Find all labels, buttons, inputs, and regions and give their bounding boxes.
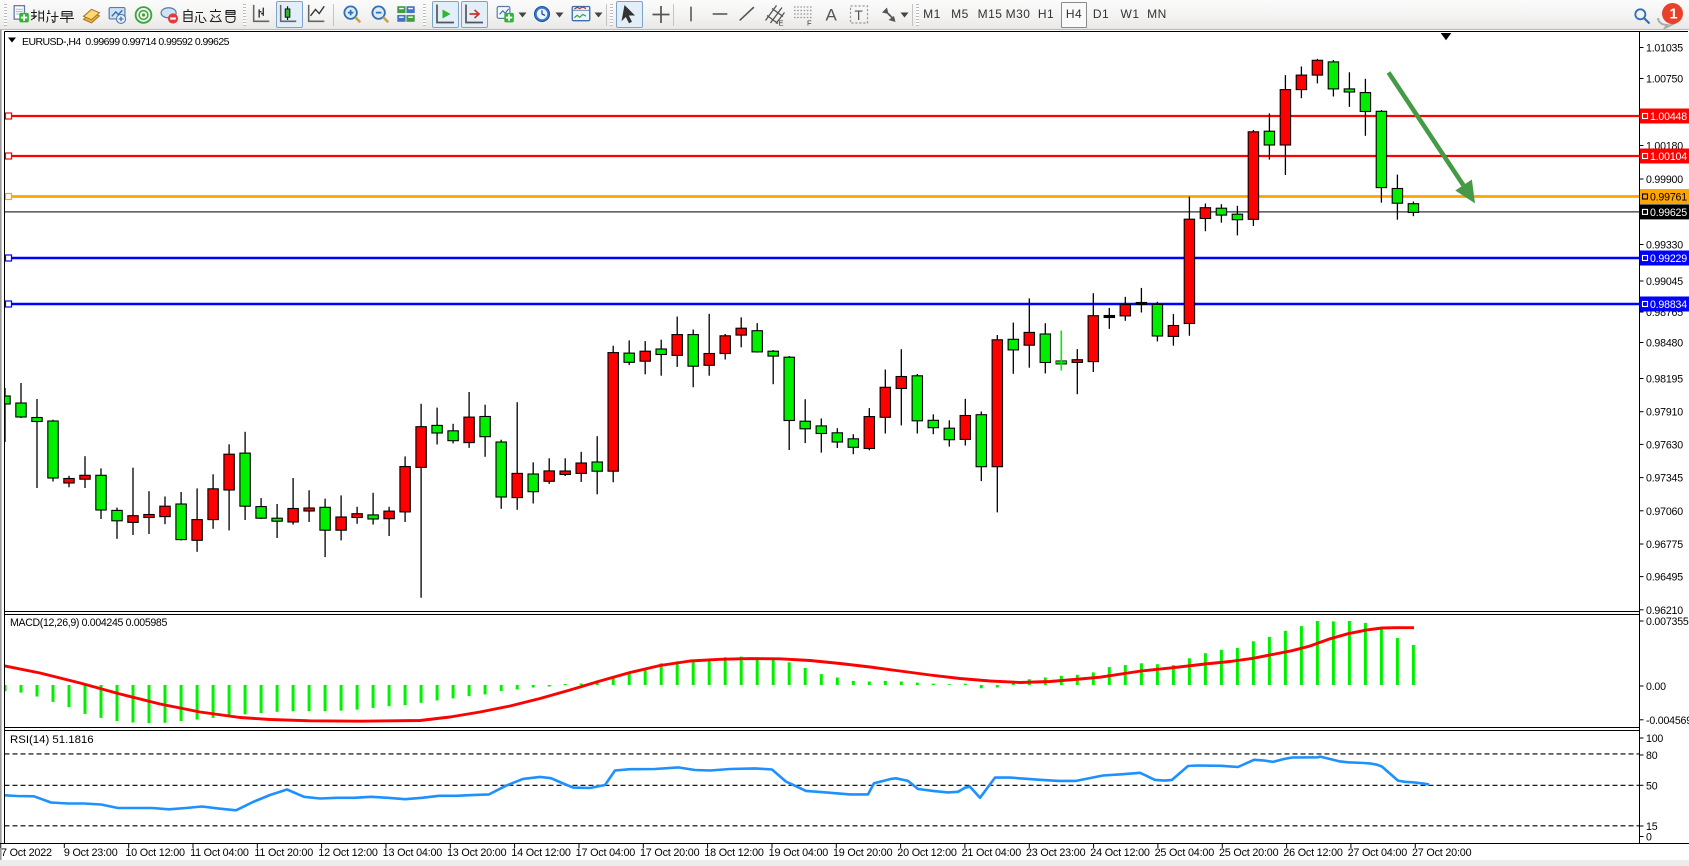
svg-text:1.00448: 1.00448 xyxy=(1650,111,1687,123)
svg-text:18 Oct 12:00: 18 Oct 12:00 xyxy=(704,847,764,859)
svg-text:F: F xyxy=(807,19,812,28)
svg-text:9 Oct 23:00: 9 Oct 23:00 xyxy=(64,847,118,859)
svg-text:7 Oct 2022: 7 Oct 2022 xyxy=(1,847,52,859)
svg-text:0.98195: 0.98195 xyxy=(1646,374,1683,386)
svg-text:15: 15 xyxy=(1646,821,1658,833)
svg-text:13 Oct 04:00: 13 Oct 04:00 xyxy=(383,847,443,859)
svg-text:24 Oct 12:00: 24 Oct 12:00 xyxy=(1090,847,1150,859)
svg-text:RSI(14) 51.1816: RSI(14) 51.1816 xyxy=(10,734,94,746)
svg-text:0.99900: 0.99900 xyxy=(1646,174,1683,186)
svg-text:MACD(12,26,9) 0.004245 0.00598: MACD(12,26,9) 0.004245 0.005985 xyxy=(10,617,167,629)
svg-text:-0.004569: -0.004569 xyxy=(1646,715,1689,727)
svg-text:0.96210: 0.96210 xyxy=(1646,605,1683,617)
svg-text:0.99045: 0.99045 xyxy=(1646,276,1683,288)
svg-text:50: 50 xyxy=(1646,780,1658,792)
svg-text:0.99761: 0.99761 xyxy=(1650,192,1687,204)
svg-text:100: 100 xyxy=(1646,733,1663,745)
svg-text:11 Oct 20:00: 11 Oct 20:00 xyxy=(254,847,313,859)
svg-text:27 Oct 20:00: 27 Oct 20:00 xyxy=(1412,847,1472,859)
svg-text:0.97345: 0.97345 xyxy=(1646,473,1683,485)
svg-text:A: A xyxy=(826,6,838,25)
svg-text:0.99330: 0.99330 xyxy=(1646,240,1683,252)
svg-text:25 Oct 04:00: 25 Oct 04:00 xyxy=(1155,847,1215,859)
svg-text:14 Oct 12:00: 14 Oct 12:00 xyxy=(511,847,571,859)
svg-text:19 Oct 20:00: 19 Oct 20:00 xyxy=(833,847,893,859)
svg-text:0.99229: 0.99229 xyxy=(1650,253,1687,265)
svg-text:21 Oct 04:00: 21 Oct 04:00 xyxy=(962,847,1022,859)
svg-text:1.01035: 1.01035 xyxy=(1646,43,1683,55)
svg-text:1.00104: 1.00104 xyxy=(1650,151,1687,163)
svg-text:0.98834: 0.98834 xyxy=(1650,299,1687,311)
svg-text:27 Oct 04:00: 27 Oct 04:00 xyxy=(1348,847,1408,859)
svg-text:T: T xyxy=(855,8,863,23)
svg-text:10 Oct 12:00: 10 Oct 12:00 xyxy=(125,847,185,859)
svg-text:EURUSD-,H4 0.99699 0.99714 0.: EURUSD-,H4 0.99699 0.99714 0.99592 0.996… xyxy=(22,36,230,48)
svg-text:0.97060: 0.97060 xyxy=(1646,506,1683,518)
svg-text:80: 80 xyxy=(1646,750,1658,762)
svg-text:0.007355: 0.007355 xyxy=(1646,616,1689,628)
svg-text:19 Oct 04:00: 19 Oct 04:00 xyxy=(769,847,829,859)
svg-text:0.00: 0.00 xyxy=(1646,681,1666,693)
svg-text:26 Oct 12:00: 26 Oct 12:00 xyxy=(1283,847,1343,859)
svg-text:12 Oct 12:00: 12 Oct 12:00 xyxy=(318,847,378,859)
svg-text:25 Oct 20:00: 25 Oct 20:00 xyxy=(1219,847,1279,859)
svg-text:0.96495: 0.96495 xyxy=(1646,572,1683,584)
svg-text:0.98480: 0.98480 xyxy=(1646,338,1683,350)
svg-text:11 Oct 04:00: 11 Oct 04:00 xyxy=(190,847,249,859)
svg-text:E: E xyxy=(779,19,784,28)
svg-text:17 Oct 04:00: 17 Oct 04:00 xyxy=(576,847,636,859)
svg-text:23 Oct 23:00: 23 Oct 23:00 xyxy=(1026,847,1086,859)
svg-text:0.97910: 0.97910 xyxy=(1646,407,1683,419)
svg-text:13 Oct 20:00: 13 Oct 20:00 xyxy=(447,847,507,859)
svg-text:0.96775: 0.96775 xyxy=(1646,539,1683,551)
svg-text:1: 1 xyxy=(1670,7,1678,23)
svg-text:20 Oct 12:00: 20 Oct 12:00 xyxy=(897,847,957,859)
svg-text:17 Oct 20:00: 17 Oct 20:00 xyxy=(640,847,700,859)
svg-text:0.99625: 0.99625 xyxy=(1650,207,1687,219)
svg-text:0.97630: 0.97630 xyxy=(1646,439,1683,451)
svg-text:1.00750: 1.00750 xyxy=(1646,74,1683,86)
svg-text:0: 0 xyxy=(1646,832,1652,844)
